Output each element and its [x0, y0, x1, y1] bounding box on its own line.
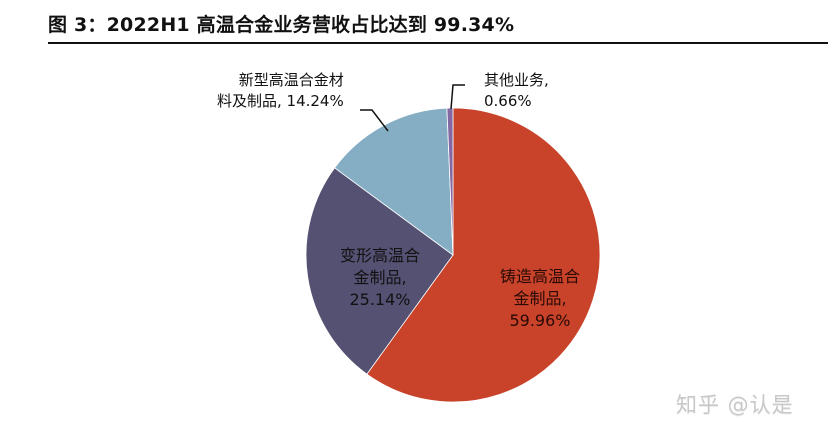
watermark: 知乎 @认是	[676, 393, 794, 417]
leader-line-other	[450, 84, 465, 110]
chart-title: 图 3：2022H1 高温合金业务营收占比达到 99.34%	[48, 14, 515, 36]
slice-cast	[366, 107, 601, 403]
label-other: 其他业务, 0.66%	[484, 71, 549, 110]
pie-slices	[305, 107, 601, 403]
title-underline	[48, 42, 828, 44]
leader-line-new-material	[360, 109, 389, 132]
slice-other	[446, 107, 454, 256]
label-deformed: 变形高温合 金制品, 25.14%	[339, 246, 420, 309]
slice-deformed	[305, 167, 454, 375]
label-new-material: 新型高温合金材 料及制品, 14.24%	[217, 71, 344, 110]
label-cast: 铸造高温合 金制品, 59.96%	[499, 267, 580, 330]
